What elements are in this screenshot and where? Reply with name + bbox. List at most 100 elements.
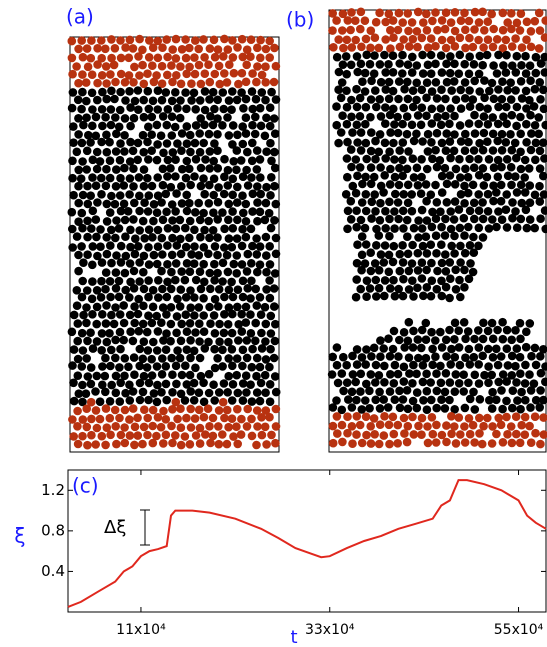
particle [176,336,186,346]
particle [507,24,516,34]
particle [449,215,459,224]
particle [213,45,223,54]
particle [182,345,192,355]
particle [225,60,234,69]
particle [384,250,394,260]
particle [446,18,456,27]
particle [157,266,166,276]
particle [93,60,102,69]
particle [261,198,271,208]
particle [148,285,158,295]
particle [466,259,475,268]
particle [380,241,390,250]
particle [516,214,526,224]
particle [507,110,517,120]
particle [501,35,511,45]
particle [386,25,395,35]
particle [389,379,399,388]
particle [168,148,178,157]
particle [186,387,195,396]
particle [220,310,229,319]
particle [241,371,251,381]
particle [328,26,337,35]
particle [182,156,192,166]
particle [93,251,102,261]
particle [142,327,152,337]
particle [530,16,540,26]
particle [442,437,451,447]
particle [161,362,171,371]
particle [465,241,475,250]
particle [539,138,547,147]
particle [255,396,265,406]
particle [220,413,229,423]
particle [493,119,503,129]
particle [367,352,376,361]
particle [327,370,337,379]
particle [86,397,96,407]
particle [159,406,168,416]
particle [213,114,222,123]
particle [384,77,394,87]
particle [115,310,125,319]
particle [168,233,177,243]
particle [210,329,220,338]
particle [366,26,376,35]
particle [446,207,456,216]
particle [215,319,224,329]
particle [455,33,465,43]
particle [493,172,503,182]
particle [456,104,466,113]
particle [227,105,236,114]
particle [167,112,177,121]
particle [342,378,352,388]
particle [82,318,91,328]
x-tick-label: 33x10⁴ [305,622,355,638]
particle [163,172,172,181]
particle [535,181,544,191]
particle [334,67,344,77]
particle [357,438,367,448]
particle [199,412,209,422]
particle [82,303,91,312]
particle [539,395,547,405]
particle [437,430,447,440]
particle [205,180,214,190]
particle [496,180,506,190]
particle [534,44,544,53]
particle [208,413,218,423]
particle [426,69,436,78]
particle [224,354,233,363]
particle [200,105,210,115]
particle [148,61,157,70]
particle [116,53,126,63]
particle [92,232,101,242]
particle [255,293,265,302]
particle [428,207,437,217]
particle [347,43,357,52]
particle [157,61,167,71]
particle [398,291,408,301]
particle [450,231,459,241]
particle [418,50,427,60]
particle [262,251,271,260]
particle [484,344,493,354]
particle [143,173,152,183]
particle [497,146,507,155]
particle [87,88,97,98]
particle [190,414,200,423]
particle [381,119,390,128]
particle [102,94,111,104]
particle [195,439,205,448]
particle [456,430,465,439]
particle [390,395,400,405]
particle [134,173,144,182]
particle [496,352,506,361]
particle [265,121,275,131]
particle [271,249,281,259]
particle [190,242,199,251]
particle [422,216,432,225]
particle [115,327,125,337]
particle [517,387,526,397]
particle [246,310,255,319]
